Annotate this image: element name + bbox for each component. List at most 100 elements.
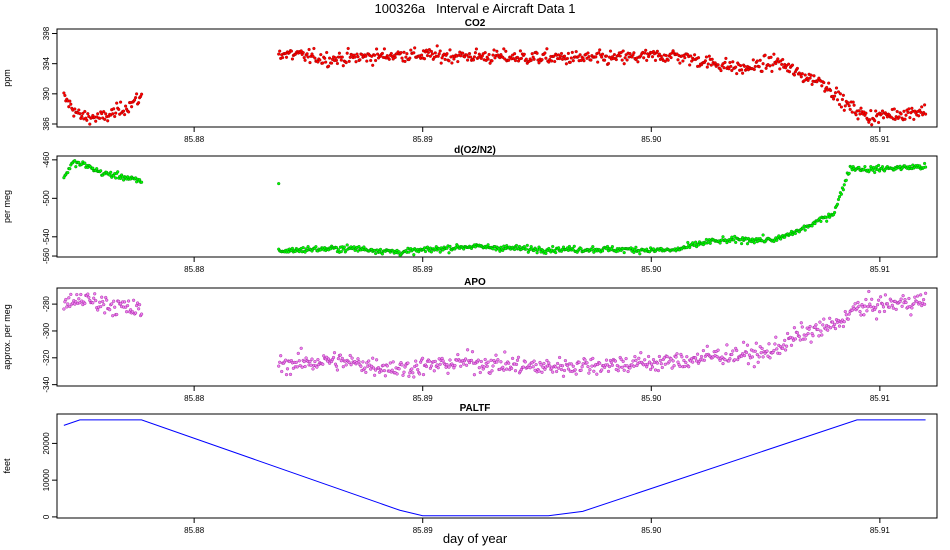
data-point — [760, 69, 764, 73]
y-tick-label: 386 — [42, 117, 51, 131]
data-point — [335, 61, 339, 66]
data-point — [576, 55, 580, 59]
data-point — [129, 308, 133, 312]
data-point — [922, 298, 926, 302]
data-point — [808, 324, 812, 329]
data-point — [100, 295, 104, 299]
data-point — [345, 243, 349, 247]
data-point — [659, 362, 663, 366]
data-point — [359, 364, 363, 368]
data-point — [806, 332, 810, 336]
x-tick-label: 85.88 — [184, 265, 205, 274]
data-point — [623, 56, 627, 60]
data-point — [95, 167, 99, 171]
panel-co2: CO2 ppm 85.88 85.89 85.90 85.91 386 390 394 398 — [2, 18, 938, 144]
data-point — [847, 171, 851, 175]
data-point — [910, 106, 914, 110]
data-point — [649, 367, 653, 371]
data-point — [792, 326, 796, 330]
data-point — [906, 110, 910, 114]
x-tick-label: 85.91 — [870, 526, 891, 535]
data-point — [904, 113, 908, 117]
data-point — [68, 167, 72, 171]
data-point — [402, 50, 406, 54]
data-point — [600, 55, 604, 59]
data-point — [517, 244, 522, 249]
data-point — [371, 356, 375, 360]
x-tick-label: 85.89 — [413, 135, 434, 144]
data-point — [859, 313, 863, 317]
data-point — [568, 60, 572, 64]
data-point — [740, 68, 744, 72]
data-point — [498, 249, 502, 253]
data-point — [66, 302, 70, 306]
data-point — [539, 363, 543, 367]
data-point — [841, 188, 845, 192]
data-point — [920, 105, 924, 109]
data-point — [729, 64, 733, 68]
data-point — [621, 359, 625, 363]
data-point — [852, 103, 856, 107]
data-point — [877, 163, 881, 167]
data-point — [902, 109, 906, 113]
y-tick-label: -560 — [42, 247, 51, 264]
data-point — [302, 56, 306, 60]
data-point — [289, 49, 293, 53]
x-tick-label: 85.91 — [870, 394, 891, 403]
data-point — [787, 70, 792, 74]
data-point — [608, 49, 613, 53]
data-point — [730, 68, 734, 73]
data-point — [822, 317, 826, 321]
data-point — [525, 243, 529, 247]
data-point — [134, 311, 138, 315]
data-point — [684, 361, 688, 365]
data-point — [537, 369, 541, 373]
data-point — [361, 360, 365, 364]
data-point — [730, 235, 734, 239]
data-point — [585, 361, 589, 365]
data-point — [81, 111, 85, 115]
data-point — [722, 66, 726, 70]
x-tick-label: 85.91 — [870, 135, 891, 144]
data-point — [822, 81, 826, 85]
data-point — [77, 108, 81, 112]
data-point — [695, 359, 699, 363]
data-point — [897, 115, 901, 119]
data-point — [883, 293, 887, 297]
data-point — [582, 59, 586, 63]
data-point — [63, 93, 67, 98]
data-point — [600, 368, 604, 372]
data-point — [314, 245, 318, 249]
data-point — [284, 373, 289, 377]
data-point — [318, 58, 322, 62]
data-point — [704, 237, 708, 242]
data-point — [303, 250, 307, 254]
data-point — [747, 353, 751, 357]
data-point — [844, 313, 848, 317]
data-point — [754, 341, 758, 345]
data-point — [299, 346, 303, 350]
y-tick-label: 394 — [42, 56, 51, 70]
data-point — [300, 365, 304, 369]
data-point — [579, 247, 583, 251]
data-point — [432, 369, 436, 373]
data-point — [797, 334, 801, 339]
data-point — [761, 233, 765, 237]
data-point — [918, 300, 922, 305]
data-point — [639, 351, 643, 355]
data-point — [843, 310, 847, 314]
data-point — [380, 51, 384, 55]
data-point — [391, 57, 395, 61]
data-point — [842, 183, 846, 187]
data-point — [655, 361, 659, 365]
data-point — [553, 59, 557, 64]
data-point — [482, 365, 486, 369]
data-point — [348, 353, 352, 358]
data-point — [115, 101, 119, 105]
data-point — [64, 297, 68, 302]
data-point — [338, 353, 342, 357]
data-point — [537, 61, 541, 65]
data-point — [472, 373, 476, 377]
data-point — [836, 90, 841, 94]
data-point — [566, 367, 570, 371]
